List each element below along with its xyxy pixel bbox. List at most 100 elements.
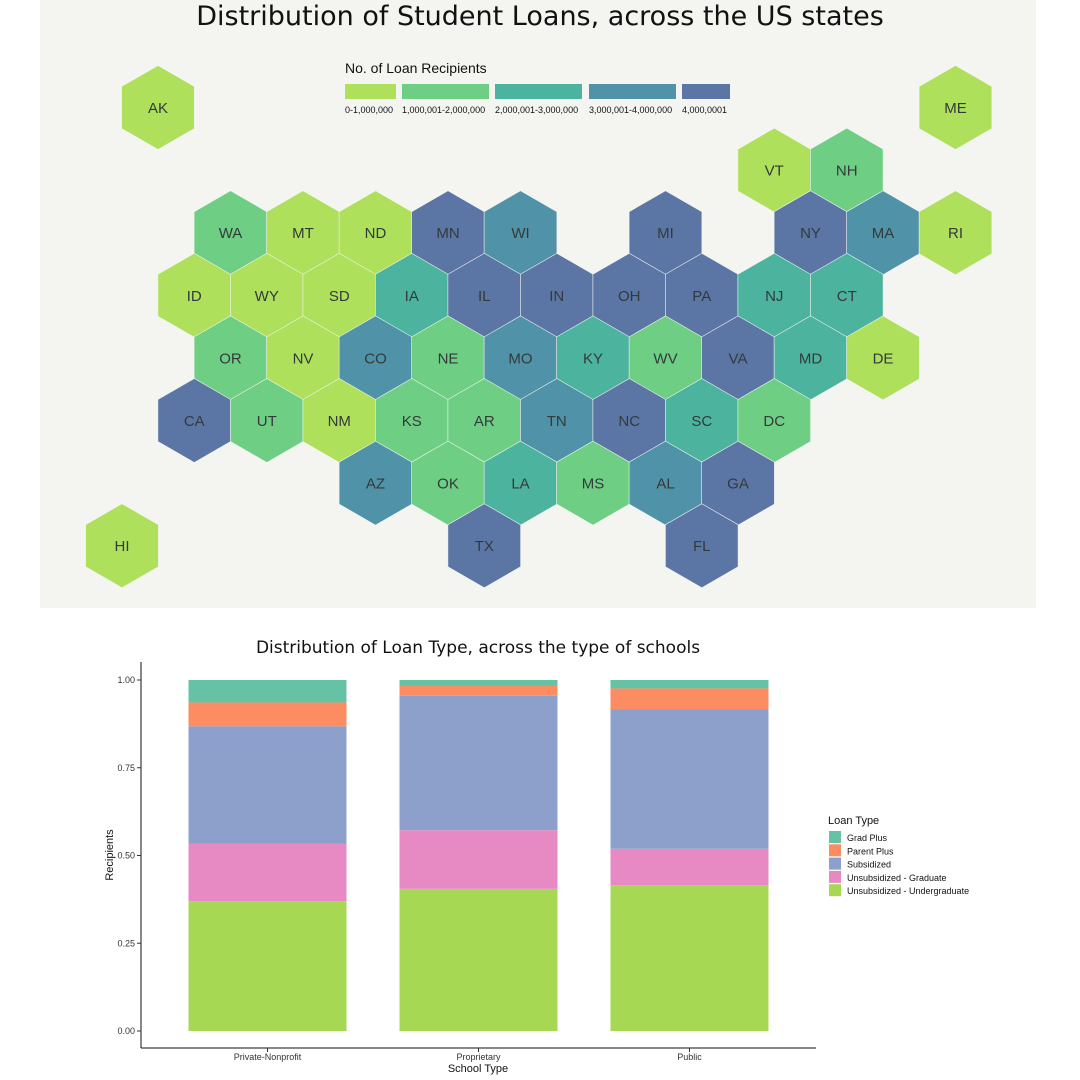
state-label: NE <box>438 350 459 367</box>
bar-segment <box>188 726 347 844</box>
bar-legend-label: Unsubsidized - Graduate <box>847 873 947 883</box>
y-tick-label: 0.00 <box>117 1026 135 1036</box>
state-hex-mt: MT <box>266 190 340 276</box>
state-hex-me: ME <box>918 65 993 150</box>
legend-swatch <box>345 84 396 99</box>
state-hex-nc: NC <box>592 378 666 463</box>
state-label: WA <box>219 225 243 242</box>
bar-segment <box>610 848 769 886</box>
state-hex-shape <box>918 190 993 276</box>
state-label: GA <box>727 476 749 493</box>
x-tick-label: Proprietary <box>456 1052 501 1062</box>
state-label: MN <box>436 225 459 242</box>
state-label: WY <box>255 288 279 305</box>
map-legend-title: No. of Loan Recipients <box>345 60 487 76</box>
legend-swatch <box>495 84 582 99</box>
state-label: LA <box>511 476 529 493</box>
legend-label: 1,000,001-2,000,000 <box>402 105 485 115</box>
state-label: MI <box>657 225 674 242</box>
state-hex-shape <box>85 503 159 589</box>
state-label: TX <box>475 538 494 555</box>
legend-swatch <box>682 84 730 99</box>
state-label: NM <box>328 413 351 430</box>
state-label: ME <box>944 100 967 117</box>
state-label: SC <box>691 413 712 430</box>
state-label: IL <box>478 288 491 305</box>
state-label: MD <box>799 350 822 367</box>
state-label: KY <box>583 350 603 367</box>
bar-segment <box>188 901 347 1031</box>
x-axis-title: School Type <box>448 1063 508 1075</box>
state-label: VT <box>765 163 784 180</box>
hexbin-map: 0-1,000,000 1,000,001-2,000,000 2,000,001-… <box>85 65 993 589</box>
bar-legend-swatch <box>829 870 841 883</box>
state-label: ID <box>187 288 202 305</box>
bar-legend-label: Grad Plus <box>847 833 888 843</box>
state-label: IA <box>405 288 419 305</box>
bar-legend-swatch <box>829 857 841 870</box>
state-label: DC <box>763 413 785 430</box>
state-label: IN <box>549 288 564 305</box>
state-label: OH <box>618 288 641 305</box>
bar-segment <box>399 830 558 889</box>
state-label: DE <box>873 350 894 367</box>
legend-label: 3,000,001-4,000,000 <box>589 105 672 115</box>
bar-segment <box>399 680 558 686</box>
state-hex-shape <box>447 503 521 589</box>
bar-legend-swatch <box>829 831 841 843</box>
state-label: UT <box>257 413 277 430</box>
legend-swatch <box>589 84 676 99</box>
state-label: NJ <box>765 288 783 305</box>
state-hex-ak: AK <box>121 65 195 150</box>
state-hex-al: AL <box>628 440 703 526</box>
bar-legend-label: Parent Plus <box>847 846 894 856</box>
state-hex-nh: NH <box>810 127 884 213</box>
state-label: NV <box>293 350 314 367</box>
state-hex-pa: PA <box>665 252 739 338</box>
state-label: SD <box>329 288 350 305</box>
bar-segment <box>188 702 347 727</box>
state-hex-hi: HI <box>85 503 159 589</box>
state-label: NC <box>618 413 640 430</box>
state-label: OK <box>437 476 459 493</box>
x-tick-label: Private-Nonprofit <box>234 1052 302 1062</box>
state-label: AZ <box>366 476 385 493</box>
state-label: KS <box>402 413 422 430</box>
bar-legend-swatch <box>829 884 841 897</box>
state-label: WV <box>653 350 677 367</box>
legend-label: 2,000,001-3,000,000 <box>495 105 578 115</box>
state-hex-wa: WA <box>193 190 268 276</box>
state-label: MA <box>872 225 895 242</box>
state-hex-shape <box>918 65 993 150</box>
state-hex-mo: MO <box>483 315 558 401</box>
state-hex-mi: MI <box>628 190 703 276</box>
state-label: AR <box>474 413 495 430</box>
y-axis-title: Recipients <box>104 829 116 881</box>
state-label: NH <box>836 163 858 180</box>
state-label: CA <box>184 413 205 430</box>
state-hex-sd: SD <box>302 252 376 338</box>
bar-segment <box>399 888 558 1031</box>
state-label: MS <box>582 476 605 493</box>
state-hex-shape <box>665 503 739 589</box>
state-hex-ky: KY <box>556 315 630 401</box>
x-tick-label: Public <box>677 1052 702 1062</box>
bar-legend-label: Subsidized <box>847 860 891 870</box>
state-label: WI <box>511 225 529 242</box>
legend-label: 4,000,0001 <box>682 105 727 115</box>
state-hex-tx: TX <box>447 503 521 589</box>
state-hex-md: MD <box>773 315 848 401</box>
state-hex-dc: DC <box>737 378 811 463</box>
bar-segment <box>610 680 769 689</box>
state-hex-in: IN <box>520 252 594 338</box>
state-label: OR <box>219 350 242 367</box>
y-tick-label: 1.00 <box>117 675 135 685</box>
state-hex-wv: WV <box>628 315 703 401</box>
state-hex-ct: CT <box>810 252 884 338</box>
state-label: AL <box>656 476 674 493</box>
legend-swatch <box>402 84 489 99</box>
state-hex-co: CO <box>338 315 413 401</box>
state-label: ND <box>365 225 387 242</box>
bar-chart-title: Distribution of Loan Type, across the ty… <box>255 638 701 658</box>
state-label: MT <box>292 225 314 242</box>
